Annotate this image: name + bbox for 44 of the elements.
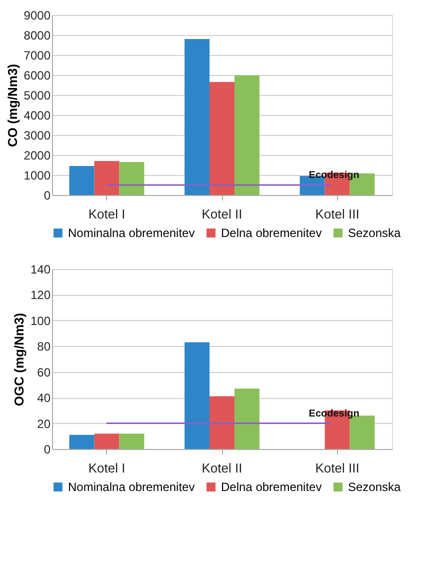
bar — [210, 82, 234, 195]
y-tick-label: 4000 — [24, 108, 51, 122]
y-tick-label: 2000 — [24, 148, 51, 162]
y-tick-label: 100 — [30, 314, 51, 328]
legend-label: Delna obremenitev — [221, 226, 322, 240]
x-tick-label: Kotel I — [88, 206, 126, 222]
x-tick-label: Kotel II — [202, 206, 242, 222]
legend-label: Sezonska — [348, 480, 402, 494]
y-tick-label: 20 — [37, 416, 51, 431]
legend-label: Delna obremenitev — [221, 480, 322, 494]
bar — [119, 434, 144, 449]
bar — [234, 388, 260, 449]
legend-label: Sezonska — [348, 226, 402, 240]
bar — [210, 396, 234, 449]
y-tick-label: 7000 — [24, 48, 51, 62]
y-tick-label: 0 — [44, 188, 51, 202]
bar — [69, 166, 94, 195]
y-axis-title: CO (mg/Nm3) — [4, 64, 20, 148]
bar — [184, 342, 210, 449]
bar — [94, 434, 120, 449]
legend-label: Nominalna obremenitev — [68, 226, 195, 240]
bar — [94, 161, 120, 195]
x-tick-label: Kotel I — [88, 460, 126, 476]
y-tick-label: 60 — [37, 365, 51, 380]
y-tick-label: 3000 — [24, 128, 51, 142]
bar — [234, 75, 260, 195]
y-tick-label: 0 — [44, 442, 51, 456]
x-tick-label: Kotel III — [315, 206, 360, 222]
bar — [119, 162, 144, 195]
y-tick-label: 40 — [37, 391, 51, 406]
bar — [69, 434, 94, 449]
y-tick-label: 6000 — [24, 68, 51, 82]
y-axis-title: OGC (mg/Nm3) — [11, 312, 26, 406]
y-tick-label: 80 — [37, 340, 51, 354]
bar — [184, 39, 210, 195]
x-tick-label: Kotel II — [202, 460, 242, 476]
y-tick-label: 5000 — [24, 88, 51, 102]
legend-label: Nominalna obremenitev — [68, 480, 195, 494]
y-tick-label: 140 — [30, 262, 51, 276]
x-tick-label: Kotel III — [315, 460, 360, 476]
y-tick-label: 120 — [30, 288, 51, 302]
y-tick-label: 8000 — [24, 28, 51, 42]
y-tick-label: 9000 — [24, 8, 51, 22]
y-tick-label: 1000 — [24, 168, 51, 182]
